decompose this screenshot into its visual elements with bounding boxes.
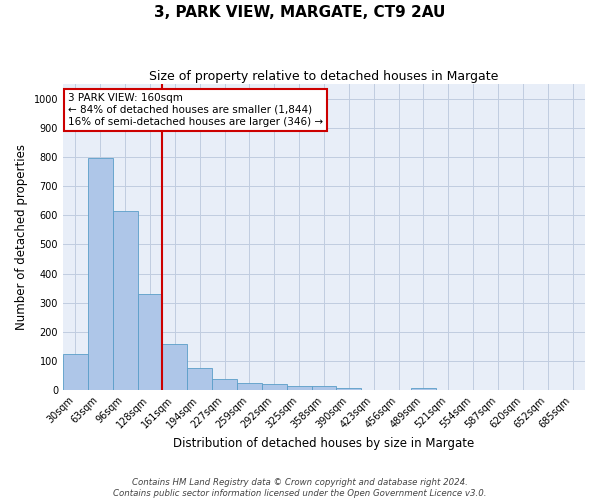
Bar <box>187 368 212 390</box>
Bar <box>163 344 187 390</box>
Title: Size of property relative to detached houses in Margate: Size of property relative to detached ho… <box>149 70 499 83</box>
Bar <box>88 158 113 390</box>
Bar <box>287 386 311 390</box>
Bar <box>137 294 163 390</box>
Text: 3, PARK VIEW, MARGATE, CT9 2AU: 3, PARK VIEW, MARGATE, CT9 2AU <box>154 5 446 20</box>
Bar <box>237 383 262 390</box>
Bar <box>311 386 337 390</box>
Bar <box>262 384 287 390</box>
X-axis label: Distribution of detached houses by size in Margate: Distribution of detached houses by size … <box>173 437 475 450</box>
Bar <box>113 211 137 390</box>
Y-axis label: Number of detached properties: Number of detached properties <box>15 144 28 330</box>
Text: Contains HM Land Registry data © Crown copyright and database right 2024.
Contai: Contains HM Land Registry data © Crown c… <box>113 478 487 498</box>
Bar <box>337 388 361 390</box>
Text: 3 PARK VIEW: 160sqm
← 84% of detached houses are smaller (1,844)
16% of semi-det: 3 PARK VIEW: 160sqm ← 84% of detached ho… <box>68 94 323 126</box>
Bar <box>411 388 436 390</box>
Bar <box>212 378 237 390</box>
Bar <box>63 354 88 390</box>
